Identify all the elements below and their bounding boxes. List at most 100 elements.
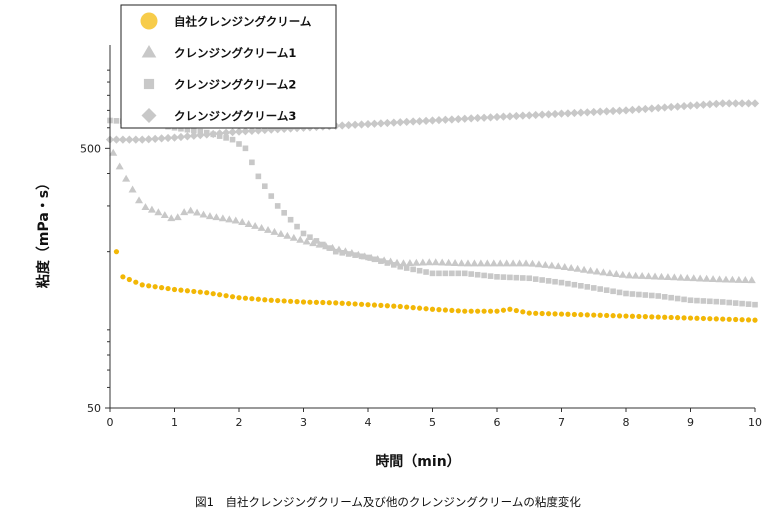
data-point xyxy=(357,120,366,129)
data-point xyxy=(520,309,526,315)
data-point xyxy=(125,135,134,144)
data-point xyxy=(576,108,585,117)
data-point xyxy=(474,271,481,278)
data-point xyxy=(694,297,700,304)
data-point xyxy=(584,312,590,318)
data-point xyxy=(236,295,242,301)
data-point xyxy=(674,295,681,302)
data-point xyxy=(163,133,173,143)
data-point xyxy=(467,114,476,123)
data-point xyxy=(135,196,144,204)
data-point xyxy=(131,135,140,144)
data-point xyxy=(661,294,668,300)
data-point xyxy=(681,315,687,321)
data-point xyxy=(294,223,300,230)
data-point xyxy=(528,259,537,267)
data-point xyxy=(670,273,679,281)
data-point xyxy=(421,116,431,125)
data-point xyxy=(417,305,423,311)
y-axis-label: 粘度（mPa・s） xyxy=(35,176,52,288)
data-point xyxy=(737,99,747,108)
data-point xyxy=(120,274,126,280)
data-point xyxy=(744,99,753,108)
data-point xyxy=(371,302,378,308)
data-point xyxy=(547,261,556,269)
series-1 xyxy=(113,249,758,323)
data-point xyxy=(644,272,653,280)
data-point xyxy=(709,275,718,283)
data-point xyxy=(441,115,450,124)
data-point xyxy=(154,208,163,216)
data-point xyxy=(113,118,120,124)
data-point xyxy=(167,214,176,222)
data-point xyxy=(338,121,347,130)
data-point xyxy=(679,101,689,111)
data-point xyxy=(752,317,758,323)
data-point xyxy=(363,119,373,129)
data-point xyxy=(603,287,610,293)
x-tick-label: 9 xyxy=(687,416,694,429)
data-point xyxy=(647,104,656,113)
data-point xyxy=(573,264,582,272)
data-point xyxy=(631,271,640,279)
data-point xyxy=(346,300,352,307)
data-point xyxy=(462,308,468,314)
data-point xyxy=(199,210,208,218)
data-point xyxy=(615,106,624,115)
data-point xyxy=(221,128,231,137)
data-point xyxy=(302,237,311,245)
data-point xyxy=(667,102,676,112)
data-point xyxy=(396,118,405,127)
data-point xyxy=(586,266,595,274)
data-point xyxy=(696,274,705,282)
data-point xyxy=(499,112,508,121)
data-point xyxy=(519,275,526,281)
data-point xyxy=(216,133,223,139)
x-axis-label: 時間（min） xyxy=(375,453,460,470)
x-tick-label: 5 xyxy=(429,416,436,429)
data-point xyxy=(752,301,758,308)
data-point xyxy=(378,302,384,308)
data-point xyxy=(580,265,589,273)
data-point xyxy=(675,315,681,321)
x-tick-label: 10 xyxy=(748,416,762,429)
data-point xyxy=(339,250,346,256)
data-point xyxy=(560,263,569,270)
legend-marker xyxy=(141,44,157,58)
data-point xyxy=(268,193,275,199)
data-point xyxy=(423,306,429,312)
data-point xyxy=(584,284,591,290)
data-point xyxy=(713,298,720,305)
data-point xyxy=(541,260,550,268)
data-point xyxy=(734,275,743,283)
data-point xyxy=(428,116,437,125)
data-point xyxy=(260,125,269,135)
data-point xyxy=(479,113,489,122)
data-point xyxy=(186,206,195,214)
data-point xyxy=(534,260,543,268)
data-point xyxy=(492,112,502,122)
data-point xyxy=(365,302,371,308)
data-point xyxy=(159,285,165,291)
data-point xyxy=(442,307,448,313)
data-point xyxy=(203,129,210,136)
data-point xyxy=(565,280,571,287)
data-point xyxy=(494,274,500,280)
data-point xyxy=(397,263,404,270)
data-point xyxy=(418,258,427,266)
data-point xyxy=(112,135,121,144)
data-point xyxy=(352,301,358,307)
data-point xyxy=(115,162,124,170)
data-point xyxy=(274,203,281,209)
data-point xyxy=(673,102,682,111)
data-point xyxy=(283,231,292,239)
data-point xyxy=(455,270,462,277)
data-point xyxy=(249,159,255,166)
data-point xyxy=(610,288,616,295)
data-point xyxy=(726,299,733,306)
data-point xyxy=(636,313,642,320)
data-point xyxy=(700,298,707,304)
data-point xyxy=(138,135,147,144)
